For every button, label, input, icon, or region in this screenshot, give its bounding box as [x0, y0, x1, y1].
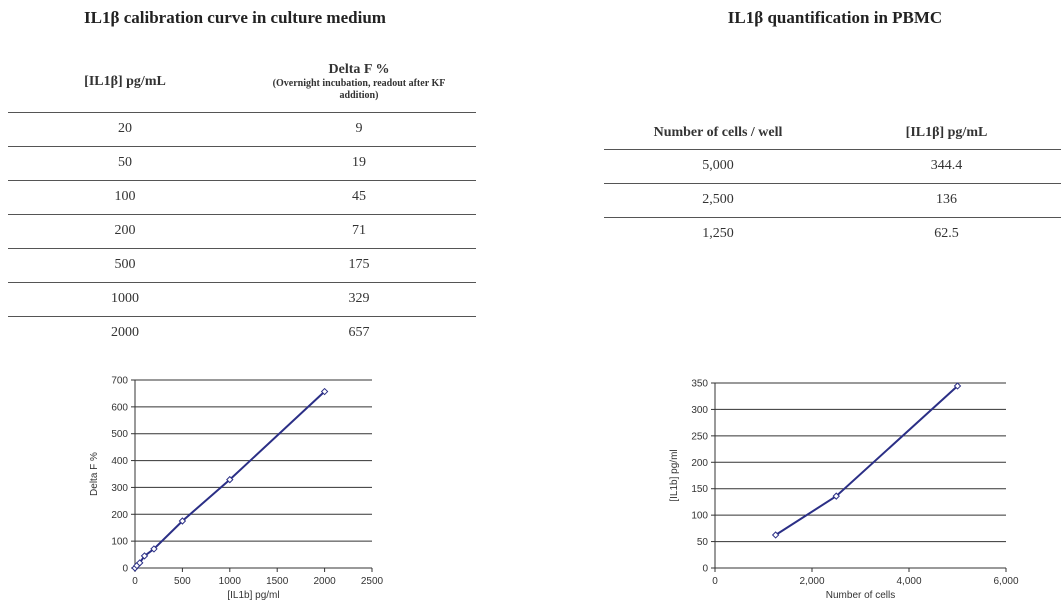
data-point — [771, 531, 780, 539]
concentration-cell: 1000 — [8, 282, 242, 317]
y-tick-label: 200 — [111, 510, 128, 521]
col-header-concentration: [IL1β] pg/mL — [8, 52, 242, 113]
x-tick-label: 1000 — [219, 576, 242, 587]
cells-cell: 1,250 — [702, 226, 734, 242]
y-tick-label: 400 — [111, 456, 128, 467]
data-point — [226, 475, 234, 484]
y-tick-label: 50 — [697, 537, 709, 548]
left-title: IL1β calibration curve in culture medium — [84, 8, 386, 27]
x-tick-label: 0 — [712, 576, 718, 587]
x-tick-label: 500 — [174, 576, 191, 587]
y-tick-label: 100 — [691, 511, 708, 522]
delta-cell: 175 — [242, 248, 476, 283]
calibration-table: [IL1β] pg/mL Delta F % (Overnight incuba… — [8, 52, 476, 350]
delta-cell: 19 — [242, 146, 476, 181]
delta-cell: 329 — [242, 282, 476, 317]
y-tick-label: 350 — [691, 379, 708, 390]
table-row: 500 175 — [8, 248, 476, 283]
y-tick-label: 500 — [111, 429, 128, 440]
x-tick-label: 4,000 — [896, 576, 921, 587]
x-tick-label: 6,000 — [993, 576, 1018, 587]
y-tick-label: 0 — [122, 564, 128, 575]
x-tick-label: 2,000 — [799, 576, 824, 587]
data-point — [140, 552, 149, 560]
series-line — [775, 385, 959, 536]
col-header-delta-f: Delta F % (Overnight incubation, readout… — [242, 52, 476, 113]
data-point — [953, 382, 962, 390]
x-tick-label: 2500 — [361, 576, 384, 587]
y-tick-label: 700 — [111, 376, 128, 387]
delta-cell: 71 — [242, 214, 476, 249]
table-row: 100 45 — [8, 180, 476, 215]
data-point — [320, 387, 329, 396]
quantification-table: Number of cells / well [IL1β] pg/mL 5,00… — [604, 117, 1061, 251]
concentration-cell: 136 — [832, 183, 1061, 218]
calibration-chart: 0 100 200 300 400 500 600 700 0 500 1000 1500 2000 25… — [89, 376, 384, 602]
concentration-cell: 50 — [8, 146, 242, 181]
x-tick-label: 2000 — [313, 576, 336, 587]
y-axis-label: [IL1b] pg/ml — [669, 449, 680, 501]
table-row: 50 19 — [8, 146, 476, 181]
col-header-cells: Number of cells / well — [604, 117, 832, 150]
table-row: 2,500 136 — [604, 183, 1061, 218]
y-tick-label: 0 — [702, 564, 708, 575]
cells-cell: 2,500 — [604, 183, 832, 218]
concentration-cell: 344.4 — [832, 149, 1061, 184]
y-tick-label: 250 — [691, 431, 708, 442]
table-row: 1,250 62.5 — [604, 217, 1061, 251]
data-point — [150, 545, 158, 553]
y-tick-label: 100 — [111, 537, 128, 548]
y-tick-label: 600 — [111, 402, 128, 413]
col-header-il1b: [IL1β] pg/mL — [832, 117, 1061, 150]
table-row: 1000 329 — [8, 282, 476, 317]
y-axis-label: Delta F % — [89, 452, 100, 496]
table-row: 2000 657 — [8, 316, 476, 350]
cells-cell: 5,000 — [604, 149, 832, 184]
delta-cell: 657 — [348, 325, 370, 341]
delta-cell: 45 — [242, 180, 476, 215]
delta-cell: 9 — [242, 112, 476, 147]
concentration-cell: 62.5 — [934, 226, 959, 242]
right-title: IL1β quantification in PBMC — [727, 8, 943, 27]
y-tick-label: 150 — [691, 484, 708, 495]
y-tick-label: 300 — [691, 405, 708, 416]
x-axis-label: [IL1b] pg/ml — [227, 590, 279, 601]
table-row: 200 71 — [8, 214, 476, 249]
data-point — [136, 559, 144, 567]
concentration-cell: 2000 — [111, 325, 139, 341]
delta-f-label: Delta F % — [328, 61, 390, 77]
y-tick-label: 200 — [691, 458, 708, 469]
concentration-cell: 20 — [8, 112, 242, 147]
concentration-cell: 500 — [8, 248, 242, 283]
y-tick-label: 300 — [111, 483, 128, 494]
data-point — [178, 517, 187, 525]
x-tick-label: 1500 — [266, 576, 289, 587]
table-row: 5,000 344.4 — [604, 149, 1061, 184]
pbmc-chart: 0 50 100 150 200 250 300 350 0 2,000 4,000 6,000 Num… — [669, 379, 1019, 602]
data-point — [832, 492, 840, 500]
delta-f-sublabel: (Overnight incubation, readout after KF … — [272, 77, 446, 101]
x-axis-label: Number of cells — [826, 590, 895, 601]
x-tick-label: 0 — [132, 576, 138, 587]
concentration-cell: 200 — [8, 214, 242, 249]
concentration-cell: 100 — [8, 180, 242, 215]
table-row: 20 9 — [8, 112, 476, 147]
